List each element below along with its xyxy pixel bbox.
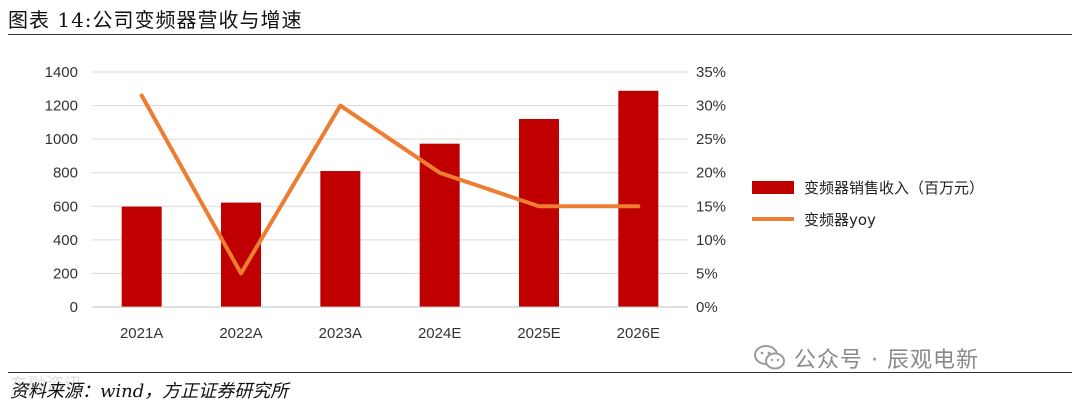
figure-title: 图表 14:公司变频器营收与增速 — [8, 8, 303, 32]
x-tick-label: 2023A — [319, 325, 362, 342]
x-tick-label: 2026E — [617, 325, 660, 342]
yoy-line — [139, 93, 641, 276]
wechat-icon — [754, 345, 785, 370]
y-right-tick-label: 35% — [696, 64, 726, 81]
y-right-tick-label: 10% — [696, 232, 726, 249]
y-axis-left: 0 200 400 600 800 1000 1200 1400 — [45, 64, 78, 316]
x-axis: 2021A 2022A 2023A 2024E 2025E 2026E — [92, 306, 688, 342]
line-series — [139, 93, 641, 276]
y-right-tick-label: 5% — [696, 265, 718, 282]
y-left-tick-label: 1200 — [45, 98, 78, 115]
y-left-tick-label: 400 — [53, 232, 78, 249]
y-right-tick-label: 0% — [696, 299, 718, 316]
title-divider — [8, 34, 1072, 35]
y-left-tick-label: 800 — [53, 165, 78, 182]
watermark: 东融资讯 — [10, 375, 82, 396]
bar — [320, 171, 361, 307]
x-tick-label: 2022A — [219, 325, 262, 342]
legend-label-line: 变频器yoy — [804, 211, 876, 229]
legend-swatch-bar — [752, 181, 794, 194]
wechat-label: 公众号 · 辰观电新 — [794, 348, 979, 373]
bar — [519, 119, 559, 307]
y-left-tick-label: 1000 — [45, 131, 78, 148]
footer-divider — [8, 372, 1072, 373]
y-right-tick-label: 20% — [696, 165, 726, 182]
bar — [419, 143, 460, 307]
x-tick-label: 2024E — [418, 325, 461, 342]
bar — [221, 202, 261, 307]
y-left-tick-label: 200 — [53, 265, 78, 282]
y-right-tick-label: 30% — [696, 98, 726, 115]
y-left-tick-label: 600 — [53, 198, 78, 215]
wechat-badge: 公众号 · 辰观电新 — [754, 342, 979, 374]
legend-label-bar: 变频器销售收入（百万元） — [804, 179, 984, 197]
y-right-tick-label: 15% — [696, 198, 726, 215]
bar — [618, 90, 659, 307]
x-tick-label: 2025E — [517, 325, 560, 342]
y-left-tick-label: 0 — [70, 299, 78, 316]
y-axis-right: 0% 5% 10% 15% 20% 25% 30% 35% — [696, 64, 726, 316]
chart: 2021A 2022A 2023A 2024E 2025E 2026E 0 200 400 60… — [45, 64, 984, 342]
gridlines — [92, 71, 688, 274]
source-note: 资料来源：wind，方正证券研究所 — [10, 381, 289, 402]
y-left-tick-label: 1400 — [45, 64, 78, 81]
bar-series — [121, 90, 659, 307]
legend: 变频器销售收入（百万元） 变频器yoy — [752, 179, 984, 229]
bar — [121, 206, 162, 307]
y-right-tick-label: 25% — [696, 131, 726, 148]
x-tick-label: 2021A — [120, 325, 163, 342]
